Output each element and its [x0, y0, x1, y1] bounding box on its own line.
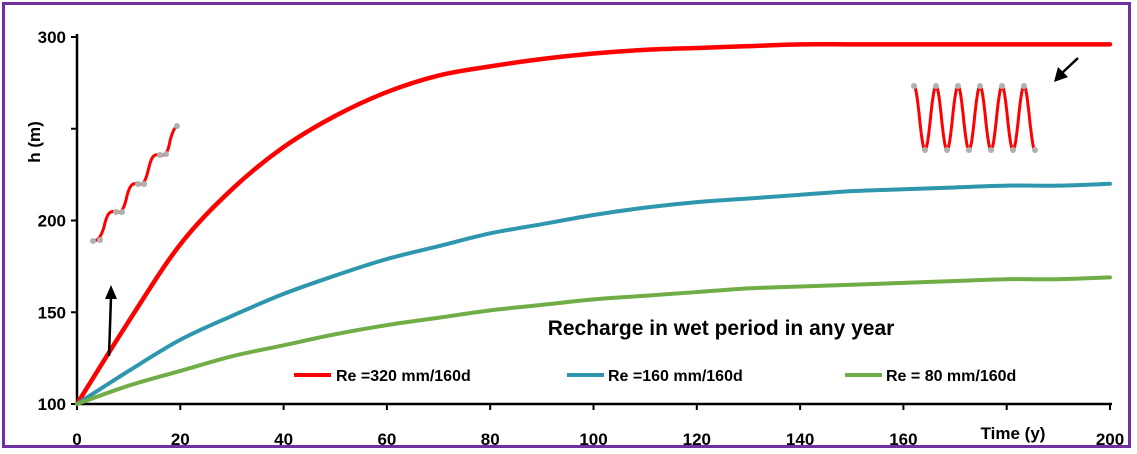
rising-oscillation-wave [92, 124, 178, 243]
x-tick-label: 140 [786, 430, 814, 449]
oscillation-dot [966, 147, 972, 153]
legend-title: Recharge in wet period in any year [548, 317, 895, 340]
y-axis-title: h (m) [25, 121, 44, 163]
chart-frame [2, 2, 1131, 448]
steady-oscillation-inset [911, 57, 1079, 153]
x-tick-label: 0 [72, 430, 81, 449]
oscillation-dot [933, 83, 939, 89]
steady-oscillation-dots [911, 83, 1038, 153]
x-tick-label: 80 [481, 430, 500, 449]
oscillation-dot [999, 83, 1005, 89]
x-tick-label: 60 [377, 430, 396, 449]
oscillation-dot [1032, 147, 1038, 153]
y-tick-label: 200 [38, 212, 66, 231]
series-line-0 [74, 41, 1113, 407]
x-tick-label: 20 [171, 430, 190, 449]
rising-oscillation-inset [90, 123, 180, 357]
x-tick-label: 40 [274, 430, 293, 449]
rising-oscillation-dots [90, 123, 180, 244]
y-tick-label: 150 [38, 303, 66, 322]
oscillation-dot [1010, 147, 1016, 153]
oscillation-dot [922, 147, 928, 153]
x-tick-label: 160 [889, 430, 917, 449]
y-tick-label: 100 [38, 395, 66, 414]
series-line-1 [75, 181, 1112, 406]
series-line-2 [75, 275, 1112, 406]
up-arrowhead-icon [105, 285, 117, 299]
up-arrow-icon [107, 296, 113, 357]
oscillation-dot [955, 83, 961, 89]
down-left-arrow-icon [1061, 57, 1079, 74]
series-layer [74, 41, 1113, 407]
oscillation-dot [1021, 83, 1027, 89]
legend: Recharge in wet period in any year Re =3… [294, 317, 1016, 385]
x-tick-label: 100 [579, 430, 607, 449]
oscillation-dot [988, 147, 994, 153]
tick-layer: 0 20 40 60 80 100 120 140 160 200 100 150 200 300 [38, 28, 1125, 449]
oscillation-dot [944, 147, 950, 153]
oscillation-dot [977, 83, 983, 89]
x-axis-title: Time (y) [981, 424, 1046, 443]
x-tick-label: 200 [1096, 430, 1124, 449]
legend-label-re160: Re =160 mm/160d [608, 368, 743, 385]
x-tick-label: 120 [683, 430, 711, 449]
y-tick-label: 300 [38, 28, 66, 47]
legend-label-re320: Re =320 mm/160d [336, 368, 471, 385]
oscillation-dot [911, 83, 917, 89]
steady-oscillation-wave [913, 84, 1036, 152]
legend-label-re80: Re = 80 mm/160d [886, 368, 1016, 385]
down-left-arrowhead-icon [1054, 67, 1068, 82]
